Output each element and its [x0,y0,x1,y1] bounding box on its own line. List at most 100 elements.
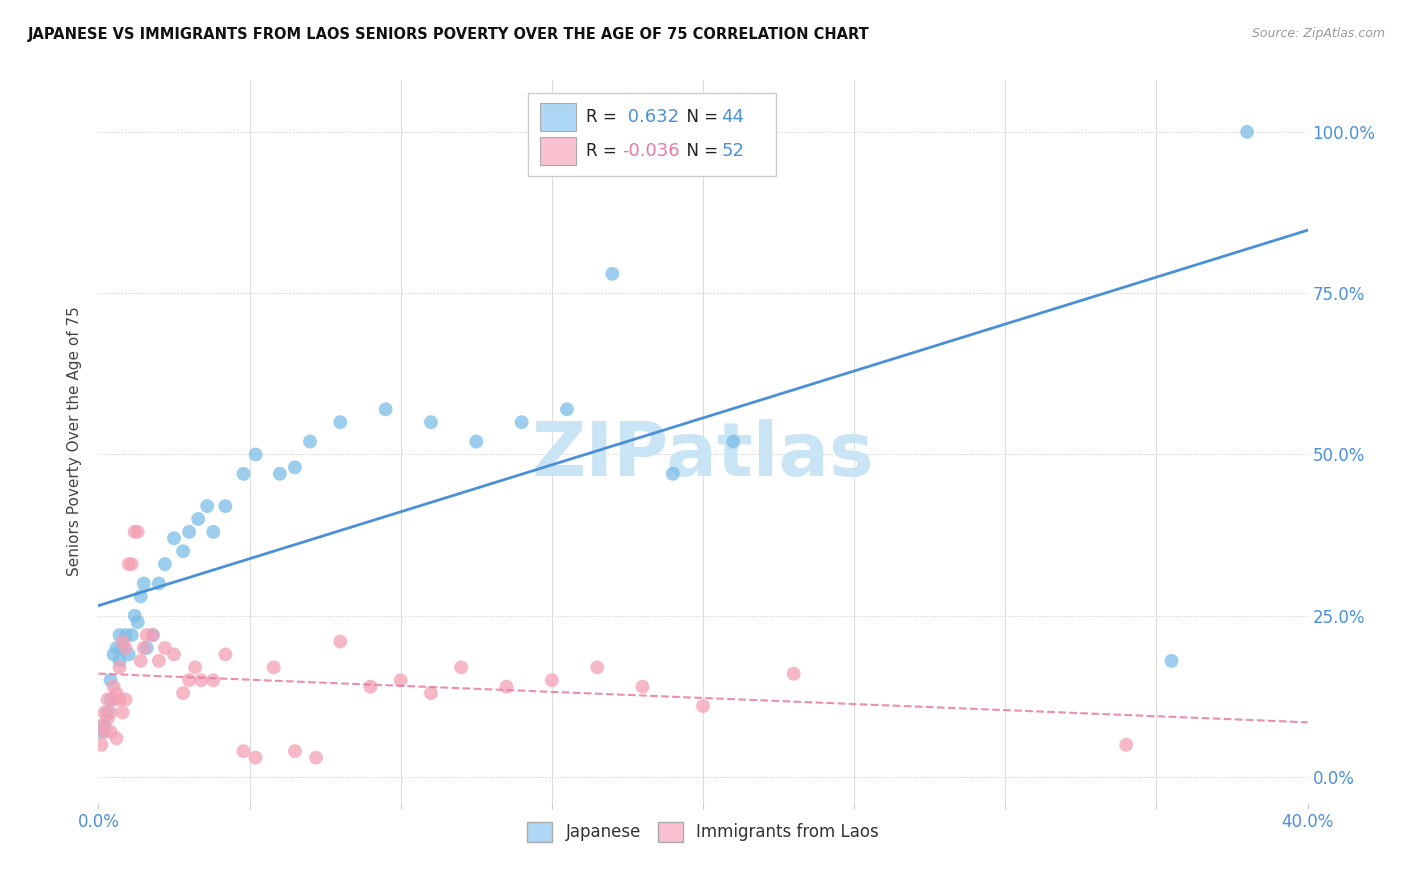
Text: ZIPatlas: ZIPatlas [531,419,875,492]
Point [329,415,352,429]
Point [148,654,170,668]
Point [586,660,609,674]
Point [108,654,131,668]
Point [305,750,328,764]
Point [111,634,134,648]
FancyBboxPatch shape [540,137,576,165]
Point [1160,654,1182,668]
Point [153,557,176,571]
Text: 0.632: 0.632 [621,108,679,126]
Point [124,524,146,539]
Point [114,640,136,655]
Point [245,750,267,764]
Text: 52: 52 [721,142,744,160]
Point [114,692,136,706]
Point [263,660,285,674]
Point [465,434,488,449]
Point [163,648,186,662]
Point [114,628,136,642]
Point [540,673,562,688]
Point [118,648,141,662]
FancyBboxPatch shape [540,103,576,131]
Point [214,499,236,513]
Point [93,706,115,720]
Point [142,628,165,642]
Point [163,531,186,545]
Point [108,660,131,674]
Point [510,415,533,429]
Point [661,467,683,481]
Point [103,680,125,694]
Point [172,544,194,558]
Point [172,686,194,700]
Point [1236,125,1258,139]
Point [232,744,254,758]
Point [105,686,128,700]
Point [108,692,131,706]
Point [90,718,112,732]
Point [129,654,152,668]
Point [329,634,352,648]
Point [187,512,209,526]
Point [299,434,322,449]
Point [190,673,212,688]
Point [127,524,149,539]
Point [195,499,218,513]
Point [103,648,125,662]
Point [90,738,112,752]
Legend: Japanese, Immigrants from Laos: Japanese, Immigrants from Laos [520,815,886,848]
Text: N =: N = [676,108,724,126]
Point [96,692,118,706]
Text: R =: R = [586,108,621,126]
Point [93,724,115,739]
Point [723,434,745,449]
Point [108,628,131,642]
Point [100,706,122,720]
Point [129,590,152,604]
Point [148,576,170,591]
Point [269,467,291,481]
Point [132,640,155,655]
Text: N =: N = [676,142,724,160]
Point [111,640,134,655]
Point [420,415,443,429]
Point [132,576,155,591]
Point [602,267,624,281]
Point [121,628,143,642]
Point [111,706,134,720]
Point [96,712,118,726]
Point [360,680,382,694]
Point [105,640,128,655]
Point [389,673,412,688]
Point [100,692,122,706]
Point [100,673,122,688]
Point [555,402,578,417]
Point [179,673,201,688]
Point [374,402,396,417]
Point [142,628,165,642]
Point [184,660,207,674]
FancyBboxPatch shape [527,93,776,176]
Text: R =: R = [586,142,621,160]
Point [495,680,517,694]
Point [100,724,122,739]
Point [135,628,157,642]
Text: JAPANESE VS IMMIGRANTS FROM LAOS SENIORS POVERTY OVER THE AGE OF 75 CORRELATION : JAPANESE VS IMMIGRANTS FROM LAOS SENIORS… [28,27,870,42]
Point [450,660,472,674]
Point [124,608,146,623]
Point [127,615,149,630]
Point [284,744,307,758]
Point [135,640,157,655]
Text: 44: 44 [721,108,744,126]
Point [692,699,714,714]
Point [93,718,115,732]
Point [1115,738,1137,752]
Point [96,706,118,720]
Text: Source: ZipAtlas.com: Source: ZipAtlas.com [1251,27,1385,40]
Point [121,557,143,571]
Point [202,524,225,539]
Point [245,447,267,461]
Point [153,640,176,655]
Point [631,680,654,694]
Point [232,467,254,481]
